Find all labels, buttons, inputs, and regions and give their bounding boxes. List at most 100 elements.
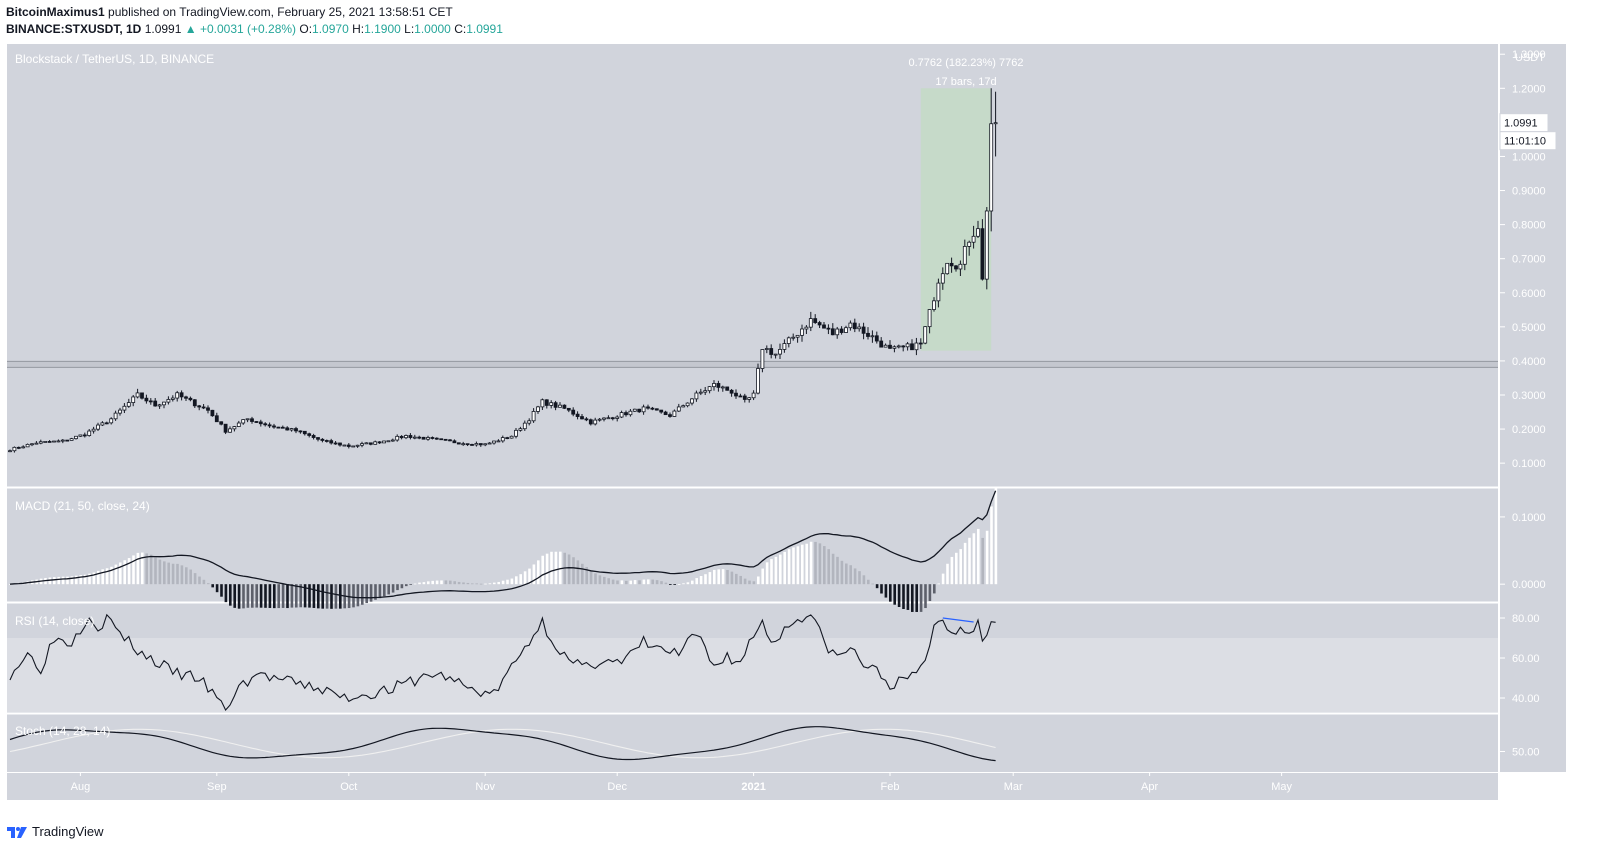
candle[interactable]	[333, 441, 338, 445]
candle[interactable]	[729, 388, 734, 397]
candle[interactable]	[342, 444, 347, 447]
candle[interactable]	[971, 225, 976, 249]
candle[interactable]	[760, 349, 765, 373]
candle[interactable]	[659, 409, 664, 414]
candle[interactable]	[443, 438, 448, 441]
candle[interactable]	[421, 436, 426, 440]
candle[interactable]	[813, 314, 818, 324]
candle[interactable]	[140, 392, 144, 400]
candle[interactable]	[826, 324, 831, 335]
candle[interactable]	[892, 345, 897, 353]
candle[interactable]	[914, 337, 919, 356]
candle[interactable]	[496, 439, 501, 443]
candle[interactable]	[958, 260, 963, 276]
candle[interactable]	[236, 420, 241, 428]
candle[interactable]	[377, 441, 382, 444]
stoch-d-line[interactable]	[9, 728, 996, 759]
candle[interactable]	[835, 326, 840, 339]
candle[interactable]	[500, 435, 505, 443]
macd-line[interactable]	[9, 490, 997, 599]
candle[interactable]	[690, 398, 694, 406]
candle[interactable]	[870, 330, 875, 343]
candle[interactable]	[844, 325, 848, 334]
candle[interactable]	[113, 410, 118, 421]
candle[interactable]	[707, 386, 712, 394]
candle[interactable]	[584, 417, 589, 422]
candle[interactable]	[34, 441, 39, 445]
candle[interactable]	[87, 428, 92, 437]
candle[interactable]	[118, 407, 122, 416]
candle[interactable]	[263, 422, 268, 427]
candle[interactable]	[382, 440, 386, 444]
candle[interactable]	[949, 257, 954, 273]
candle[interactable]	[197, 404, 202, 411]
candle[interactable]	[967, 240, 972, 256]
candle[interactable]	[74, 435, 78, 440]
candle[interactable]	[742, 393, 747, 403]
candle[interactable]	[540, 398, 545, 410]
candle[interactable]	[637, 408, 642, 413]
candle[interactable]	[945, 262, 950, 275]
candle[interactable]	[769, 344, 774, 359]
candle[interactable]	[549, 400, 554, 409]
candle[interactable]	[386, 440, 391, 443]
candle[interactable]	[452, 439, 457, 444]
candle[interactable]	[738, 393, 743, 398]
candle[interactable]	[553, 400, 558, 411]
candle[interactable]	[720, 385, 725, 392]
candle[interactable]	[483, 443, 488, 447]
candle[interactable]	[619, 410, 624, 419]
candle[interactable]	[324, 439, 329, 443]
candle[interactable]	[874, 331, 879, 344]
candle[interactable]	[144, 394, 149, 404]
candle[interactable]	[782, 339, 787, 353]
candle[interactable]	[764, 345, 769, 354]
candle[interactable]	[12, 446, 17, 453]
candle[interactable]	[522, 420, 527, 431]
rsi-line[interactable]	[9, 613, 996, 711]
candle[interactable]	[910, 339, 914, 351]
candle[interactable]	[184, 395, 188, 401]
candle[interactable]	[289, 427, 294, 432]
candle[interactable]	[712, 380, 716, 391]
candle[interactable]	[566, 407, 571, 413]
candle[interactable]	[8, 449, 12, 453]
candle[interactable]	[430, 436, 435, 440]
candle[interactable]	[725, 386, 730, 391]
candle[interactable]	[373, 440, 378, 445]
candle[interactable]	[716, 380, 721, 392]
candle[interactable]	[364, 442, 369, 445]
candle[interactable]	[439, 438, 444, 441]
candle[interactable]	[976, 220, 980, 238]
candle[interactable]	[104, 421, 109, 425]
candle[interactable]	[311, 433, 316, 440]
author-name[interactable]: BitcoinMaximus1	[6, 5, 105, 19]
candle[interactable]	[936, 278, 941, 308]
candle[interactable]	[254, 421, 259, 423]
candle[interactable]	[923, 326, 928, 345]
candle[interactable]	[654, 408, 659, 411]
candle[interactable]	[390, 438, 395, 442]
candle[interactable]	[518, 426, 523, 432]
candle[interactable]	[135, 388, 140, 399]
candle[interactable]	[434, 437, 439, 440]
candle[interactable]	[360, 441, 364, 448]
candle[interactable]	[624, 410, 628, 417]
candle[interactable]	[571, 407, 576, 417]
candle[interactable]	[30, 443, 34, 447]
candle[interactable]	[245, 418, 250, 423]
candle[interactable]	[131, 394, 136, 407]
candle[interactable]	[355, 444, 360, 448]
candle[interactable]	[747, 397, 752, 403]
candle[interactable]	[698, 388, 703, 396]
candle[interactable]	[465, 443, 470, 447]
candle[interactable]	[470, 443, 474, 446]
candle[interactable]	[338, 442, 342, 447]
candle[interactable]	[989, 88, 994, 232]
candle[interactable]	[531, 408, 536, 423]
candle[interactable]	[368, 442, 373, 446]
candle[interactable]	[562, 404, 567, 410]
candle[interactable]	[228, 426, 232, 433]
candle[interactable]	[822, 321, 826, 329]
candle[interactable]	[285, 426, 290, 431]
